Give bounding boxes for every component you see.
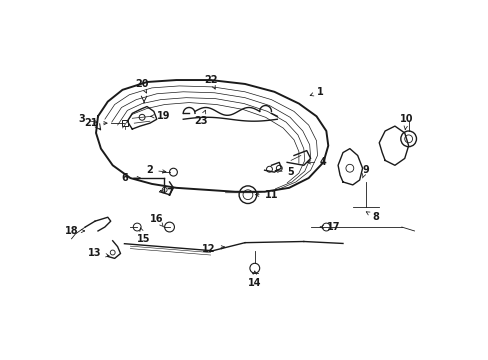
- Bar: [122, 120, 128, 126]
- Text: 12: 12: [202, 244, 224, 253]
- Text: 3: 3: [78, 114, 97, 124]
- Text: 20: 20: [135, 79, 148, 93]
- Text: 14: 14: [247, 271, 261, 288]
- Text: 15: 15: [137, 228, 150, 244]
- Text: 17: 17: [320, 222, 339, 232]
- Text: 11: 11: [255, 190, 278, 200]
- Text: 6: 6: [121, 173, 140, 183]
- Text: 9: 9: [362, 165, 368, 178]
- Text: 8: 8: [366, 212, 378, 222]
- Text: 23: 23: [194, 110, 207, 126]
- Text: 16: 16: [150, 214, 163, 227]
- Text: 22: 22: [203, 75, 217, 89]
- Text: 18: 18: [64, 226, 84, 236]
- Text: 13: 13: [88, 248, 109, 258]
- Text: 4: 4: [307, 157, 326, 167]
- Text: 19: 19: [150, 111, 170, 121]
- Text: 5: 5: [275, 167, 294, 177]
- Text: 10: 10: [399, 114, 412, 130]
- Text: 2: 2: [146, 165, 165, 175]
- Text: 21: 21: [84, 118, 107, 128]
- Text: 1: 1: [309, 87, 323, 97]
- Text: 7: 7: [160, 188, 173, 198]
